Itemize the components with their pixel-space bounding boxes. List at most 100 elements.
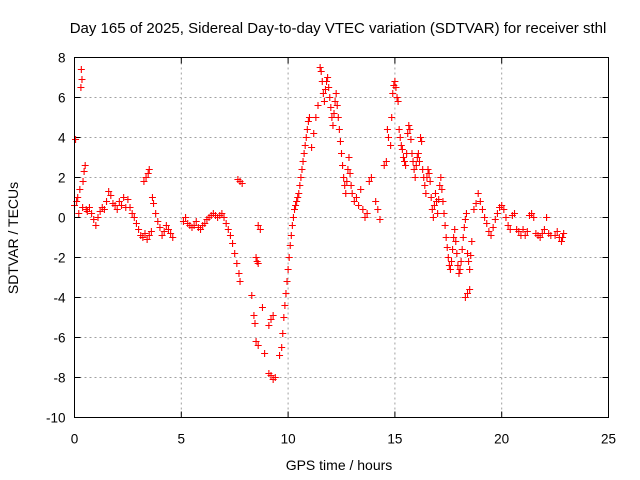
data-point bbox=[258, 304, 266, 311]
data-point bbox=[391, 78, 399, 85]
data-point bbox=[511, 210, 519, 217]
data-point bbox=[284, 266, 292, 273]
data-point bbox=[276, 352, 284, 359]
data-point bbox=[418, 138, 426, 145]
data-point bbox=[481, 214, 489, 221]
data-point bbox=[224, 226, 232, 233]
data-point bbox=[558, 238, 566, 245]
data-point bbox=[285, 254, 293, 261]
data-point bbox=[345, 154, 353, 161]
data-point bbox=[76, 186, 84, 193]
data-point bbox=[281, 302, 289, 309]
data-point bbox=[300, 150, 308, 157]
data-point bbox=[380, 162, 388, 169]
data-point bbox=[408, 150, 416, 157]
data-point bbox=[79, 178, 87, 185]
data-point bbox=[312, 114, 320, 121]
data-point bbox=[158, 232, 166, 239]
data-point bbox=[103, 198, 111, 205]
data-point bbox=[407, 136, 415, 143]
data-point bbox=[144, 170, 152, 177]
data-point bbox=[394, 98, 402, 105]
data-point bbox=[296, 182, 304, 189]
data-point bbox=[143, 236, 151, 243]
data-point bbox=[428, 206, 436, 213]
data-point bbox=[553, 228, 561, 235]
grid-lines bbox=[74, 57, 609, 418]
data-point bbox=[254, 260, 262, 267]
x-axis-label: GPS time / hours bbox=[286, 457, 393, 473]
data-point bbox=[398, 146, 406, 153]
data-point bbox=[310, 130, 318, 137]
y-tick-label: 2 bbox=[58, 171, 66, 186]
data-point bbox=[355, 202, 363, 209]
data-point bbox=[248, 292, 256, 299]
data-point bbox=[92, 222, 100, 229]
data-point bbox=[229, 240, 237, 247]
data-point bbox=[308, 144, 316, 151]
data-point bbox=[459, 234, 467, 241]
data-point bbox=[152, 210, 160, 217]
x-tick-label: 25 bbox=[601, 432, 616, 447]
data-point bbox=[383, 126, 391, 133]
data-point bbox=[388, 114, 396, 121]
data-point bbox=[429, 214, 437, 221]
y-tick-label: 6 bbox=[58, 91, 66, 106]
data-point bbox=[111, 202, 119, 209]
data-point bbox=[382, 158, 390, 165]
data-point bbox=[323, 78, 331, 85]
data-point bbox=[421, 182, 429, 189]
data-point bbox=[81, 162, 89, 169]
axis-ticks: 0 5 10 15 20 25 -10 -8 -6 -4 -2 0 2 4 6 8 bbox=[46, 51, 616, 447]
data-point bbox=[384, 134, 392, 141]
data-point bbox=[446, 266, 454, 273]
data-point bbox=[297, 174, 305, 181]
data-point bbox=[504, 222, 512, 229]
data-point bbox=[160, 228, 168, 235]
data-point bbox=[90, 216, 98, 223]
data-point bbox=[466, 266, 474, 273]
data-point bbox=[439, 198, 447, 205]
data-point bbox=[236, 278, 244, 285]
data-point bbox=[425, 170, 433, 177]
data-point bbox=[148, 194, 156, 201]
x-tick-label: 5 bbox=[178, 432, 186, 447]
data-point bbox=[467, 252, 475, 259]
data-point bbox=[455, 270, 463, 277]
data-point bbox=[448, 258, 456, 265]
data-point bbox=[443, 244, 451, 251]
data-point bbox=[376, 216, 384, 223]
data-point bbox=[431, 190, 439, 197]
data-point bbox=[528, 210, 536, 217]
data-point bbox=[464, 290, 472, 297]
data-point bbox=[468, 238, 476, 245]
data-point bbox=[192, 218, 200, 225]
data-point bbox=[476, 198, 484, 205]
data-points bbox=[71, 64, 568, 383]
data-point bbox=[452, 238, 460, 245]
data-point bbox=[96, 208, 104, 215]
data-point bbox=[222, 220, 230, 227]
data-point bbox=[426, 178, 434, 185]
data-point bbox=[367, 174, 375, 181]
y-tick-label: -2 bbox=[53, 251, 65, 266]
data-point bbox=[417, 134, 425, 141]
data-point bbox=[430, 202, 438, 209]
data-point bbox=[79, 204, 87, 211]
data-point bbox=[254, 222, 262, 229]
data-point bbox=[265, 322, 273, 329]
data-point bbox=[94, 214, 102, 221]
data-point bbox=[231, 250, 239, 257]
data-point bbox=[85, 204, 93, 211]
data-point bbox=[413, 154, 421, 161]
data-point bbox=[387, 142, 395, 149]
data-point bbox=[551, 232, 559, 239]
x-tick-label: 0 bbox=[71, 432, 79, 447]
data-point bbox=[401, 158, 409, 165]
data-point bbox=[342, 190, 350, 197]
data-point bbox=[107, 192, 115, 199]
data-point bbox=[201, 220, 209, 227]
y-tick-label: 0 bbox=[58, 211, 66, 226]
data-point bbox=[454, 262, 462, 269]
